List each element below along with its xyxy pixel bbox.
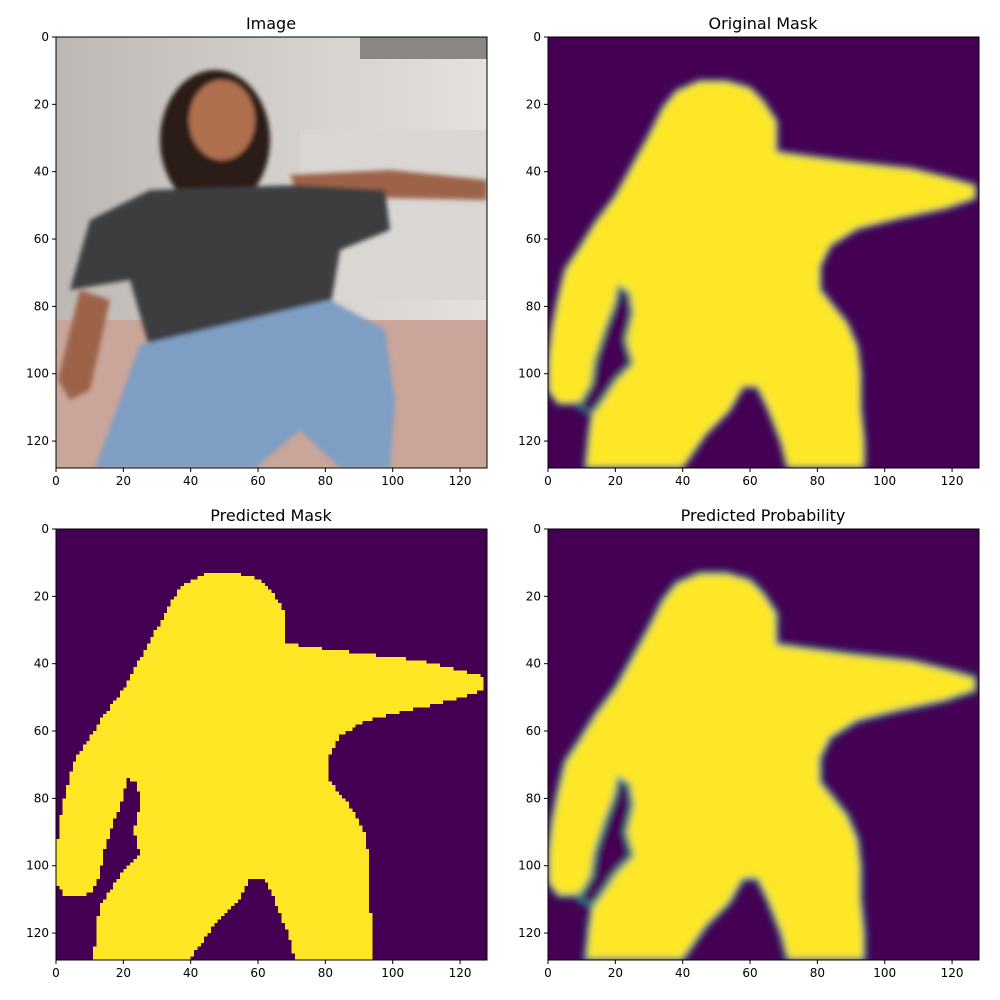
y-tick-label: 0 <box>533 522 541 536</box>
mask-hole <box>86 778 141 907</box>
y-tick-label: 20 <box>526 589 541 603</box>
x-tick-label: 100 <box>873 474 896 488</box>
x-tick-label: 20 <box>116 966 131 980</box>
y-tick-label: 0 <box>533 30 541 44</box>
y-tick-label: 40 <box>34 165 49 179</box>
x-tick-label: 20 <box>608 966 623 980</box>
y-tick-label: 60 <box>34 232 49 246</box>
y-tick-label: 60 <box>526 232 541 246</box>
photo-left-arm <box>58 290 110 400</box>
ticks-image: 0 20 40 60 80 100 120 0 20 40 60 80 100 120 <box>26 30 471 488</box>
x-tick-label: 60 <box>250 966 265 980</box>
y-tick-label: 80 <box>526 299 541 313</box>
panel-title-predicted-mask: Predicted Mask <box>210 506 332 525</box>
mask-silhouette <box>548 79 978 468</box>
x-tick-label: 60 <box>250 474 265 488</box>
axes-frame-original-mask <box>547 36 980 469</box>
x-tick-label: 0 <box>52 474 60 488</box>
y-tick-label: 120 <box>518 926 541 940</box>
x-tick-label: 40 <box>675 474 690 488</box>
y-tick-label: 20 <box>34 97 49 111</box>
y-tick-label: 0 <box>41 30 49 44</box>
x-tick-label: 80 <box>810 474 825 488</box>
x-tick-label: 20 <box>116 474 131 488</box>
y-tick-label: 120 <box>518 434 541 448</box>
x-tick-label: 120 <box>449 966 472 980</box>
y-tick-label: 100 <box>518 367 541 381</box>
x-tick-label: 120 <box>941 474 964 488</box>
panel-title-original-mask: Original Mask <box>709 14 819 33</box>
x-tick-label: 100 <box>381 474 404 488</box>
photo-ceiling-light <box>360 37 487 59</box>
photo-person <box>58 70 487 468</box>
y-tick-label: 40 <box>526 657 541 671</box>
axes-frame-predicted-probability <box>547 528 980 961</box>
x-tick-label: 80 <box>810 966 825 980</box>
y-tick-label: 60 <box>34 724 49 738</box>
x-tick-label: 80 <box>318 474 333 488</box>
x-tick-label: 40 <box>675 966 690 980</box>
y-tick-label: 100 <box>26 367 49 381</box>
x-tick-label: 0 <box>544 474 552 488</box>
mask-silhouette <box>548 570 978 960</box>
x-tick-label: 80 <box>318 966 333 980</box>
panel-image: Image 0 20 40 60 80 100 120 0 20 40 60 80 100 120 <box>26 14 488 488</box>
panel-title-image: Image <box>246 14 296 33</box>
y-tick-label: 40 <box>526 165 541 179</box>
panel-original-mask: Original Mask 0 20 40 60 80 100 120 0 20 40 60 80 10… <box>518 14 980 488</box>
axes-frame-predicted-mask <box>55 528 488 961</box>
panel-title-predicted-probability: Predicted Probability <box>681 506 846 525</box>
x-tick-label: 0 <box>544 966 552 980</box>
photo <box>56 37 487 468</box>
ticks-predicted-probability: 0 20 40 60 80 100 120 0 20 40 60 80 100 120 <box>518 522 963 980</box>
y-tick-label: 80 <box>34 299 49 313</box>
y-tick-label: 100 <box>518 859 541 873</box>
ticks-predicted-mask: 0 20 40 60 80 100 120 0 20 40 60 80 100 120 <box>26 522 471 980</box>
mask-hole <box>576 283 634 416</box>
x-tick-label: 60 <box>742 966 757 980</box>
x-tick-label: 100 <box>873 966 896 980</box>
panel-predicted-mask: Predicted Mask 0 20 40 60 80 100 120 0 20 40 60 80 1… <box>26 506 488 980</box>
axes-frame-image <box>55 36 488 469</box>
x-tick-label: 60 <box>742 474 757 488</box>
mask-hole <box>575 774 635 909</box>
x-tick-label: 20 <box>608 474 623 488</box>
x-tick-label: 0 <box>52 966 60 980</box>
photo-jeans <box>95 300 395 468</box>
x-tick-label: 100 <box>381 966 404 980</box>
y-tick-label: 60 <box>526 724 541 738</box>
x-tick-label: 120 <box>941 966 964 980</box>
panel-predicted-probability: Predicted Probability 0 20 40 60 80 100 120 0 20… <box>518 506 980 980</box>
ticks-original-mask: 0 20 40 60 80 100 120 0 20 40 60 80 100 120 <box>518 30 963 488</box>
y-tick-label: 80 <box>34 791 49 805</box>
y-tick-label: 40 <box>34 657 49 671</box>
y-tick-label: 80 <box>526 791 541 805</box>
y-tick-label: 120 <box>26 926 49 940</box>
y-tick-label: 0 <box>41 522 49 536</box>
mask-silhouette <box>56 572 484 960</box>
x-tick-label: 120 <box>449 474 472 488</box>
y-tick-label: 20 <box>526 97 541 111</box>
y-tick-label: 120 <box>26 434 49 448</box>
x-tick-label: 40 <box>183 966 198 980</box>
y-tick-label: 20 <box>34 589 49 603</box>
y-tick-label: 100 <box>26 859 49 873</box>
photo-face <box>189 80 255 160</box>
x-tick-label: 40 <box>183 474 198 488</box>
